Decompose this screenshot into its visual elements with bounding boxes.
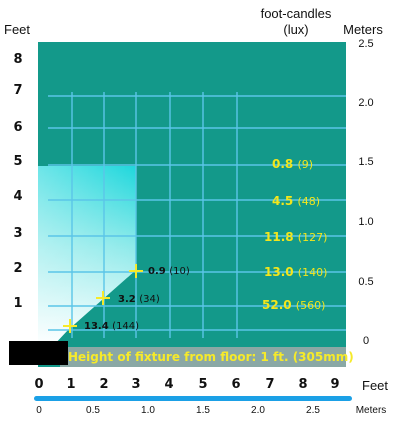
fc-reading-4: 13.0 (140) bbox=[264, 265, 327, 279]
point-lux: (144) bbox=[112, 321, 140, 332]
fc-lux: (560) bbox=[295, 299, 326, 312]
caption-band bbox=[60, 347, 346, 367]
meters-axis-title: Meters bbox=[343, 22, 383, 37]
y-feet-tick: 5 bbox=[13, 154, 23, 169]
y-meter-tick: 0.5 bbox=[358, 276, 374, 288]
x-meter-tick: 2.5 bbox=[306, 405, 320, 416]
x-feet-title: Feet bbox=[362, 378, 389, 393]
fc-value: 52.0 bbox=[262, 298, 292, 312]
y-meter-tick: 1.5 bbox=[358, 156, 374, 168]
fc-reading-2: 4.5 (48) bbox=[272, 194, 320, 208]
x-axis-bar bbox=[34, 396, 352, 401]
measurement-markers bbox=[63, 264, 143, 333]
foot-candles-title: foot-candles bbox=[260, 6, 332, 21]
x-feet-tick: 6 bbox=[231, 377, 241, 392]
fc-value: 11.8 bbox=[264, 230, 294, 244]
x-feet-tick: 2 bbox=[99, 377, 109, 392]
point-label-2: 3.2 (34) bbox=[118, 294, 160, 305]
x-meter-tick: 2.0 bbox=[251, 405, 265, 416]
x-meters-title: Meters bbox=[355, 405, 387, 416]
point-lux: (10) bbox=[169, 266, 190, 277]
point-label-1: 0.9 (10) bbox=[148, 266, 190, 277]
x-meter-tick: 0.5 bbox=[86, 405, 100, 416]
y-feet-tick: 6 bbox=[13, 120, 23, 135]
fc-value: 4.5 bbox=[272, 194, 294, 208]
x-feet-tick: 4 bbox=[164, 377, 174, 392]
point-label-3: 13.4 (144) bbox=[84, 321, 139, 332]
point-lux: (34) bbox=[139, 294, 160, 305]
point-value: 3.2 bbox=[118, 294, 136, 305]
fixture-block bbox=[9, 341, 68, 365]
x-feet-tick: 7 bbox=[265, 377, 275, 392]
fc-reading-1: 0.8 (9) bbox=[272, 157, 313, 171]
x-feet-tick: 8 bbox=[298, 377, 308, 392]
grid-horizontals bbox=[48, 95, 346, 331]
y-meter-tick: 0 bbox=[362, 335, 370, 347]
lux-title: (lux) bbox=[283, 22, 309, 37]
fc-lux: (9) bbox=[297, 158, 314, 171]
point-value: 13.4 bbox=[84, 321, 109, 332]
x-meter-tick: 0 bbox=[36, 405, 42, 416]
point-value: 0.9 bbox=[148, 266, 166, 277]
x-meter-tick: 1.5 bbox=[196, 405, 210, 416]
fc-lux: (140) bbox=[297, 266, 328, 279]
x-meter-tick: 1.0 bbox=[141, 405, 155, 416]
fc-reading-5: 52.0 (560) bbox=[262, 298, 325, 312]
y-feet-tick: 4 bbox=[13, 189, 23, 204]
y-feet-tick: 2 bbox=[13, 261, 23, 276]
y-meter-tick: 2.5 bbox=[358, 38, 374, 50]
x-feet-tick: 5 bbox=[198, 377, 208, 392]
fc-value: 0.8 bbox=[272, 157, 294, 171]
feet-axis-title: Feet bbox=[4, 22, 31, 37]
x-feet-tick: 3 bbox=[131, 377, 141, 392]
fc-lux: (127) bbox=[297, 231, 328, 244]
fc-lux: (48) bbox=[297, 195, 321, 208]
fc-reading-3: 11.8 (127) bbox=[264, 230, 327, 244]
grid-verticals bbox=[71, 92, 238, 338]
x-feet-tick: 1 bbox=[66, 377, 76, 392]
y-feet-tick: 1 bbox=[13, 296, 23, 311]
y-meter-tick: 1.0 bbox=[358, 216, 374, 228]
y-feet-tick: 3 bbox=[13, 226, 23, 241]
x-feet-tick: 9 bbox=[330, 377, 340, 392]
fixture-height-caption: Height of fixture from floor: 1 ft. (305… bbox=[68, 350, 354, 364]
y-feet-tick: 8 bbox=[13, 52, 23, 67]
x-feet-tick: 0 bbox=[34, 377, 44, 392]
fc-value: 13.0 bbox=[264, 265, 294, 279]
y-meter-tick: 2.0 bbox=[358, 97, 374, 109]
y-feet-tick: 7 bbox=[13, 83, 23, 98]
